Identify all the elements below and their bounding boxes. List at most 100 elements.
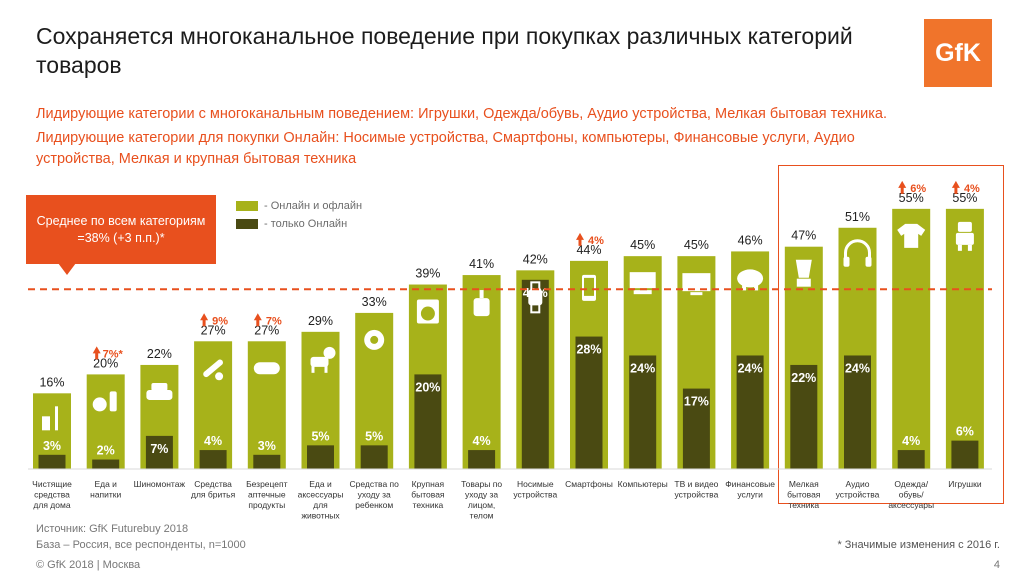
value-label-total: 47% — [791, 229, 816, 243]
category-label: услуги — [737, 490, 763, 500]
change-label: 7% — [266, 315, 282, 327]
blender-icon — [795, 259, 812, 287]
footer-source: Источник: GfK Futurebuy 2018 — [36, 523, 189, 535]
value-label-online: 5% — [365, 429, 383, 443]
value-label-online: 4% — [473, 434, 491, 448]
legend-swatch-dark — [236, 219, 258, 229]
category-label: продукты — [248, 500, 285, 510]
category-label: животных — [301, 511, 340, 521]
average-callout-tail — [58, 263, 76, 275]
footer-base: База – Россия, все респонденты, n=1000 — [36, 539, 246, 551]
category-label: ТВ и видео — [674, 479, 718, 489]
category-label: Еда и — [309, 479, 332, 489]
category-label: бытовая — [787, 490, 821, 500]
value-label-total: 46% — [738, 233, 763, 247]
smartphone-icon — [582, 274, 596, 301]
value-label-total: 16% — [39, 375, 64, 389]
robot-toy-icon — [955, 221, 974, 251]
category-label: Крупная — [412, 479, 445, 489]
category-label: аксессуары — [298, 490, 344, 500]
legend-label-online-offline: - Онлайн и офлайн — [264, 200, 363, 212]
value-label-online: 17% — [684, 395, 709, 409]
bar-online — [199, 450, 227, 469]
category-label: Финансовые — [725, 479, 775, 489]
smartwatch-icon — [528, 281, 543, 314]
average-callout-text: Среднее по всем категориям =38% (+3 п.п.… — [36, 213, 206, 245]
category-label: Компьютеры — [618, 479, 668, 489]
legend-swatch-light — [236, 201, 258, 211]
value-label-total: 33% — [362, 295, 387, 309]
page-title: Сохраняется многоканальное поведение при… — [36, 23, 853, 78]
category-label: для — [313, 500, 328, 510]
category-label: лицом, — [468, 500, 495, 510]
category-label: устройства — [513, 490, 557, 500]
bar-online — [575, 336, 603, 469]
value-label-online: 24% — [845, 361, 870, 375]
subtitle-multichannel: Лидирующие категории с многоканальным по… — [36, 106, 887, 122]
change-arrow — [200, 313, 209, 327]
category-label: ребенком — [355, 500, 393, 510]
bar-online — [629, 355, 657, 469]
food-drink-icon — [92, 391, 117, 412]
category-label: Носимые — [517, 479, 554, 489]
bar-online — [360, 445, 388, 469]
value-label-online: 7% — [150, 442, 168, 456]
cleaning-icon — [42, 406, 58, 431]
car-icon — [146, 382, 173, 400]
bar-online — [253, 454, 281, 469]
lotion-icon — [473, 290, 490, 317]
category-label: уходу за — [465, 490, 498, 500]
bar-online — [951, 440, 979, 469]
value-label-total: 44% — [576, 243, 601, 257]
value-label-total: 27% — [254, 323, 279, 337]
bar-online — [38, 454, 66, 469]
category-label: аптечные — [248, 490, 286, 500]
bar-total — [194, 341, 233, 469]
value-label-total: 51% — [845, 210, 870, 224]
value-label-online: 2% — [97, 444, 115, 458]
gfk-logo: GfK — [924, 19, 992, 87]
value-label-total: 39% — [415, 267, 440, 281]
value-label-total: 41% — [469, 257, 494, 271]
category-label: устройства — [675, 490, 719, 500]
category-label: техника — [788, 500, 819, 510]
value-label-total: 55% — [952, 191, 977, 205]
tshirt-icon — [897, 223, 926, 248]
value-label-online: 28% — [576, 343, 601, 357]
category-label: бытовая — [411, 490, 445, 500]
category-label: для бритья — [191, 490, 236, 500]
category-label: телом — [470, 511, 494, 521]
bar-total — [945, 208, 984, 469]
tv-icon — [682, 273, 711, 296]
value-label-online: 20% — [415, 380, 440, 394]
change-arrow — [92, 346, 101, 360]
value-label-online: 4% — [902, 434, 920, 448]
change-label: 9% — [212, 315, 228, 327]
dog-icon — [310, 346, 336, 373]
value-label-online: 3% — [43, 439, 61, 453]
value-label-total: 45% — [630, 238, 655, 252]
piggy-bank-icon — [737, 269, 764, 291]
category-label: Шиномонтаж — [134, 479, 186, 489]
change-arrow — [898, 180, 907, 194]
pill-icon — [253, 362, 280, 375]
value-label-total: 55% — [899, 191, 924, 205]
value-label-total: 20% — [93, 356, 118, 370]
category-label: Аудио — [846, 479, 870, 489]
bar-online — [790, 364, 818, 469]
category-label: Мелкая — [789, 479, 819, 489]
bar-online — [145, 435, 173, 469]
category-label: аксессуары — [888, 500, 934, 510]
value-label-total: 27% — [201, 323, 226, 337]
footer-copyright: © GfK 2018 | Москва — [36, 559, 141, 571]
category-label: Смартфоны — [565, 479, 613, 489]
legend-online-only: - только Онлайн — [236, 218, 347, 230]
change-arrow — [253, 313, 262, 327]
average-callout: Среднее по всем категориям =38% (+3 п.п.… — [26, 195, 216, 264]
razor-icon — [203, 359, 224, 381]
bar-total — [892, 208, 931, 469]
change-label: 7%* — [103, 348, 124, 360]
change-arrow — [576, 232, 584, 246]
bar-online — [897, 450, 925, 469]
